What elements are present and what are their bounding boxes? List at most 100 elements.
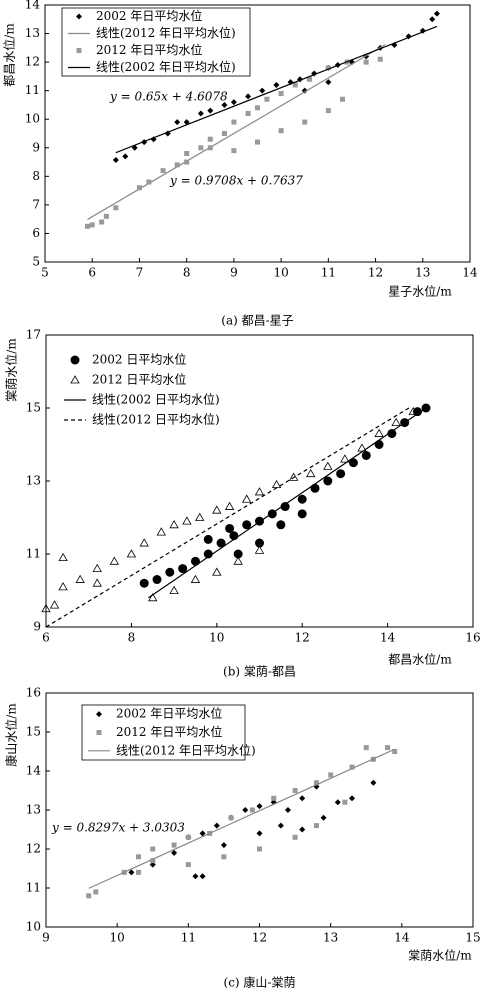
y-tick-label: 7 <box>32 197 40 211</box>
y-tick-label: 10 <box>26 920 41 934</box>
point <box>245 111 251 117</box>
point <box>254 487 265 496</box>
trend-line <box>88 748 395 889</box>
x-tick-label: 12 <box>368 266 383 280</box>
point <box>89 222 95 228</box>
point <box>264 96 270 102</box>
x-tick-label: 15 <box>465 931 480 945</box>
point <box>233 549 243 559</box>
point <box>146 179 152 185</box>
y-tick-label: 11 <box>26 547 41 561</box>
y-tick-label: 9 <box>33 620 41 634</box>
point <box>412 407 422 417</box>
point <box>306 76 312 82</box>
x-tick-label: 7 <box>136 266 144 280</box>
x-tick-label: 16 <box>465 631 480 645</box>
point <box>169 519 179 529</box>
point <box>328 772 334 778</box>
point <box>292 834 298 840</box>
point <box>190 574 201 583</box>
y-axis-label: 都昌水位/m <box>2 23 17 87</box>
point <box>277 822 284 829</box>
y-tick-label: 13 <box>26 474 41 488</box>
point <box>271 795 277 801</box>
y-tick-label: 13 <box>26 803 41 817</box>
x-tick-label: 11 <box>321 266 336 280</box>
trend-line <box>148 407 427 599</box>
point <box>136 869 142 875</box>
point <box>148 592 158 602</box>
point <box>220 842 227 849</box>
point <box>198 145 204 151</box>
point <box>197 110 204 117</box>
legend-label: 2002 年日平均水位 <box>116 706 222 721</box>
legend-label: 线性(2012 日平均水位) <box>92 412 220 427</box>
legend-frame <box>61 7 251 77</box>
point <box>374 428 384 437</box>
x-tick-label: 11 <box>181 931 196 945</box>
point <box>92 578 102 587</box>
point <box>225 523 235 533</box>
point <box>85 223 90 229</box>
point <box>257 846 262 852</box>
point <box>377 56 383 62</box>
point <box>178 564 188 574</box>
point <box>171 849 178 856</box>
point <box>190 556 200 566</box>
x-tick-label: 10 <box>110 931 125 945</box>
point <box>231 119 237 125</box>
point <box>109 556 120 565</box>
legend-label: 2012 年日平均水位 <box>96 42 202 57</box>
point <box>302 119 308 125</box>
point <box>136 854 142 860</box>
trend-line <box>115 25 438 154</box>
x-tick-label: 12 <box>295 631 310 645</box>
point <box>385 745 391 751</box>
point <box>297 494 307 504</box>
point <box>150 858 156 864</box>
x-tick-label: 14 <box>462 266 478 280</box>
x-tick-label: 14 <box>394 931 410 945</box>
point <box>255 139 260 145</box>
point <box>325 108 331 114</box>
point <box>184 150 190 156</box>
point <box>276 520 286 530</box>
equation: y = 0.9708x + 0.7637 <box>169 174 303 188</box>
point <box>185 862 191 868</box>
point <box>199 873 206 880</box>
point <box>41 603 51 613</box>
y-axis-label: 康山水位/m <box>4 703 19 767</box>
point <box>340 454 350 463</box>
point <box>363 59 369 65</box>
point <box>212 505 222 514</box>
point <box>278 128 284 134</box>
equation: y = 0.8297x + 3.0303 <box>51 821 185 835</box>
y-tick-label: 12 <box>25 55 40 69</box>
point <box>113 205 119 211</box>
point <box>255 538 264 548</box>
legend-swatch <box>76 13 82 20</box>
point <box>325 65 331 71</box>
chart-title: (c) 康山-棠荫 <box>224 975 296 990</box>
point <box>273 81 280 88</box>
y-tick-label: 5 <box>32 255 40 269</box>
point <box>207 136 213 142</box>
point <box>228 815 234 821</box>
legend-swatch <box>76 48 82 53</box>
x-tick-label: 13 <box>323 931 338 945</box>
legend-label: 线性(2012 年日平均水位) <box>96 25 236 40</box>
chart-title: (a) 都昌-星子 <box>221 314 293 328</box>
point <box>336 469 346 479</box>
point <box>313 823 319 829</box>
point <box>182 516 192 525</box>
x-axis-label: 星子水位/m <box>388 284 452 299</box>
point <box>280 502 290 512</box>
y-tick-label: 15 <box>26 401 41 415</box>
point <box>255 105 260 111</box>
point <box>156 527 166 536</box>
point <box>122 153 129 160</box>
point <box>288 472 299 481</box>
y-tick-label: 8 <box>32 169 40 183</box>
y-tick-label: 12 <box>26 842 41 856</box>
point <box>203 534 213 544</box>
